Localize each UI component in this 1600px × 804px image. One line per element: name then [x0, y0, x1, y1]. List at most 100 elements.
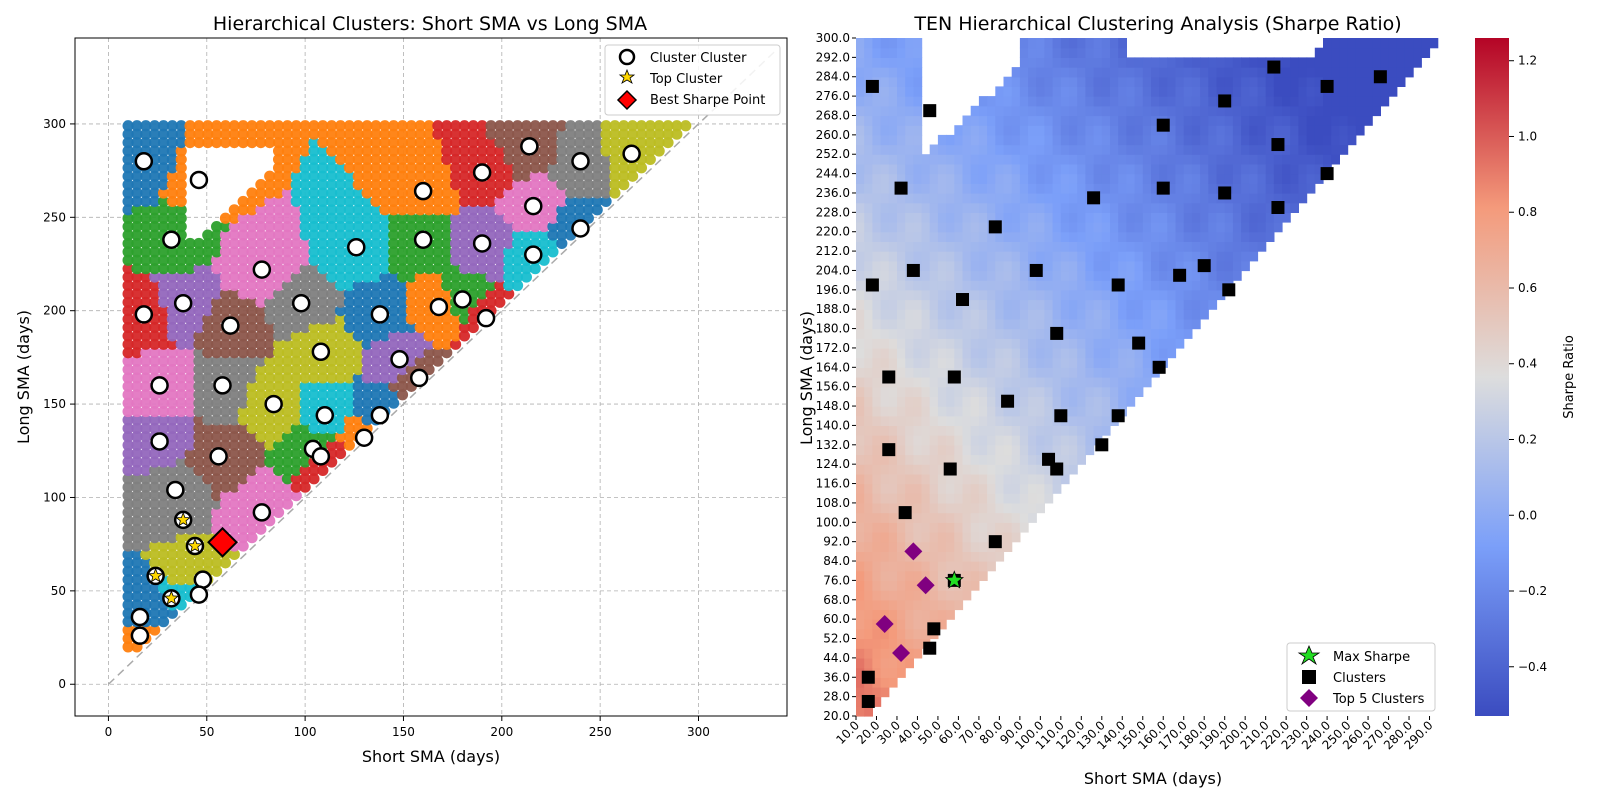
heatmap-cell	[970, 551, 980, 562]
heatmap-cell	[962, 231, 972, 242]
left-cluster-point	[166, 221, 178, 233]
heatmap-cell	[962, 134, 972, 146]
heatmap-cell	[954, 280, 964, 291]
left-cluster-point	[361, 397, 373, 409]
left-cluster-point	[202, 380, 214, 392]
legend-top-cluster-marker	[618, 68, 636, 84]
left-cluster-point	[565, 212, 577, 224]
left-cluster-point	[184, 321, 196, 334]
heatmap-cell	[1011, 231, 1021, 242]
left-cluster-point	[449, 128, 462, 140]
heatmap-cell	[954, 406, 964, 417]
heatmap-cell	[888, 270, 898, 281]
left-x-tick-label: 300	[687, 725, 710, 739]
left-cluster-point	[166, 405, 178, 418]
left-cluster-point	[388, 397, 400, 409]
heatmap-cell	[1339, 115, 1349, 126]
heatmap-cell	[888, 396, 898, 407]
heatmap-cell	[1069, 454, 1078, 465]
heatmap-cell	[1200, 270, 1209, 281]
heatmap-cell	[888, 231, 898, 242]
left-x-tick-label: 200	[490, 725, 513, 739]
heatmap-cell	[872, 318, 882, 330]
heatmap-cell	[913, 163, 923, 175]
left-cluster-point	[405, 221, 417, 233]
heatmap-cell	[1118, 347, 1127, 359]
heatmap-cell	[1011, 270, 1021, 281]
heatmap-cell	[1003, 144, 1013, 155]
heatmap-cell	[978, 212, 988, 223]
heatmap-cell	[1077, 280, 1086, 291]
left-cluster-point	[131, 128, 143, 140]
left-cluster-point	[379, 221, 391, 233]
left-cluster-point	[272, 490, 285, 502]
heatmap-cell	[1101, 338, 1111, 349]
left-cluster-point	[122, 557, 134, 569]
heatmap-cell	[1191, 231, 1201, 242]
heatmap-cell	[1036, 47, 1045, 58]
heatmap-cell	[1110, 386, 1119, 397]
heatmap-cell	[888, 163, 898, 175]
right-y-tick-label: 20.0	[823, 709, 850, 723]
left-cluster-point	[308, 170, 320, 182]
heatmap-cell	[987, 231, 996, 242]
heatmap-cell	[1069, 86, 1078, 97]
left-cluster-point	[565, 179, 577, 191]
heatmap-cell	[1036, 202, 1045, 213]
left-cluster-point	[131, 120, 143, 132]
heatmap-cell	[1077, 377, 1086, 388]
left-cluster-point	[317, 464, 329, 476]
heatmap-cell	[1314, 144, 1324, 155]
heatmap-cell	[1314, 154, 1324, 165]
left-cluster-point	[343, 162, 355, 174]
heatmap-cell	[1077, 57, 1086, 68]
left-cluster-point	[281, 405, 294, 418]
heatmap-cell	[897, 154, 906, 165]
left-cluster-point	[494, 136, 506, 149]
heatmap-cell	[1167, 270, 1177, 281]
left-cluster-point	[140, 422, 152, 434]
right-y-tick-label: 132.0	[816, 438, 850, 452]
heatmap-cell	[880, 251, 890, 262]
left-cluster-point	[458, 313, 471, 325]
heatmap-cell	[1273, 222, 1283, 233]
heatmap-cell	[978, 289, 988, 301]
left-cluster-point	[131, 397, 143, 409]
heatmap-cell	[1167, 144, 1177, 155]
left-cluster-point	[423, 128, 435, 140]
left-cluster-point	[334, 271, 347, 283]
left-cluster-point	[326, 439, 338, 451]
left-cluster-point	[140, 431, 152, 443]
heatmap-cell	[970, 386, 980, 397]
heatmap-cell	[1011, 512, 1021, 523]
left-cluster-point	[157, 321, 170, 334]
left-cluster-point	[255, 473, 267, 485]
heatmap-cell	[1331, 76, 1340, 87]
heatmap-cell	[995, 318, 1005, 330]
heatmap-cell	[1241, 183, 1250, 194]
left-cluster-point	[122, 506, 134, 519]
heatmap-cell	[978, 270, 988, 281]
heatmap-cell	[954, 202, 964, 213]
left-cluster-point	[290, 330, 302, 342]
heatmap-cell	[1011, 338, 1021, 349]
left-cluster-point	[343, 414, 355, 426]
left-cluster-point	[308, 288, 320, 300]
left-cluster-point	[122, 162, 134, 174]
heatmap-cell	[1134, 96, 1144, 107]
heatmap-cell	[1060, 328, 1070, 339]
left-cluster-point	[290, 204, 302, 216]
heatmap-cell	[1167, 173, 1177, 184]
heatmap-cell	[1282, 154, 1291, 165]
heatmap-cell	[946, 435, 955, 446]
heatmap-cell	[1077, 396, 1086, 407]
left-cluster-point	[272, 254, 285, 266]
left-cluster-point	[290, 372, 302, 384]
heatmap-cell	[1036, 173, 1045, 184]
left-cluster-point	[184, 565, 196, 577]
heatmap-cell	[1036, 144, 1045, 155]
left-cluster-point	[299, 263, 311, 275]
heatmap-cell	[1060, 473, 1070, 485]
heatmap-cell	[1052, 483, 1062, 494]
left-cluster-point	[281, 229, 294, 241]
